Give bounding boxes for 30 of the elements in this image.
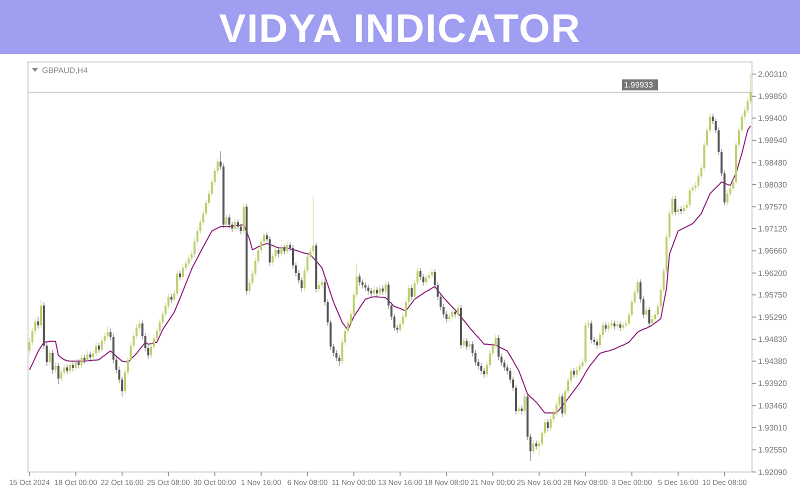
chart-title: VIDYA INDICATOR bbox=[219, 7, 581, 51]
candlestick bbox=[364, 282, 366, 292]
candlestick bbox=[518, 404, 520, 414]
y-tick-label: 1.94830 bbox=[758, 335, 788, 344]
candlestick bbox=[610, 320, 613, 329]
y-tick-label: 1.97570 bbox=[758, 202, 788, 212]
candlestick bbox=[428, 272, 430, 282]
y-tick-label: 1.93010 bbox=[758, 423, 788, 432]
y-tick-label: 1.95290 bbox=[758, 312, 788, 322]
candlestick bbox=[694, 182, 697, 192]
y-tick-label: 1.95750 bbox=[758, 290, 788, 300]
ref-line-label: 1.99933 bbox=[624, 80, 654, 90]
y-tick-label: 1.98480 bbox=[758, 158, 788, 168]
y-tick-label: 1.99400 bbox=[758, 114, 788, 123]
y-tick-label: 1.92090 bbox=[758, 468, 788, 477]
y-tick-label: 1.99850 bbox=[758, 92, 788, 102]
y-tick-label: 1.93920 bbox=[758, 379, 788, 388]
y-tick-label: 2.00310 bbox=[758, 70, 788, 79]
y-tick-label: 1.92550 bbox=[758, 446, 788, 455]
y-tick-label: 1.93460 bbox=[758, 401, 788, 410]
y-tick-label: 1.96660 bbox=[758, 246, 788, 256]
candlestick bbox=[448, 312, 450, 322]
text: GBPAUD,H4 bbox=[42, 66, 88, 75]
y-tick-label: 1.96200 bbox=[758, 268, 788, 278]
candlestick bbox=[587, 320, 590, 329]
candlestick bbox=[625, 320, 628, 329]
y-tick-label: 1.98940 bbox=[758, 136, 788, 146]
y-tick-label: 1.98030 bbox=[758, 180, 788, 190]
y-tick-label: 1.94380 bbox=[758, 356, 788, 366]
y-tick-label: 1.97120 bbox=[758, 224, 788, 234]
